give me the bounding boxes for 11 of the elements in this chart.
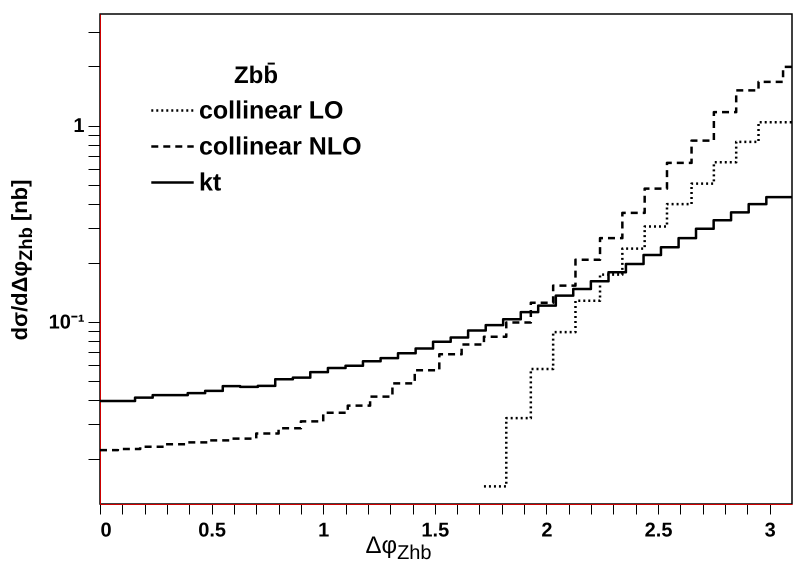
legend-label: collinear LO: [199, 96, 344, 124]
legend-title: Zbb̄: [234, 62, 278, 89]
legend-label: collinear NLO: [199, 132, 362, 160]
y-tick-label: 10⁻¹: [48, 311, 85, 334]
x-tick-label: 2: [541, 520, 553, 542]
x-tick-label: 1: [318, 520, 330, 542]
x-tick-label: 0.5: [198, 520, 226, 542]
x-tick-label: 0: [100, 520, 112, 542]
legend-label: kt: [199, 168, 222, 196]
x-tick-label: 2.5: [644, 520, 672, 542]
x-tick-label: 3: [764, 520, 776, 542]
